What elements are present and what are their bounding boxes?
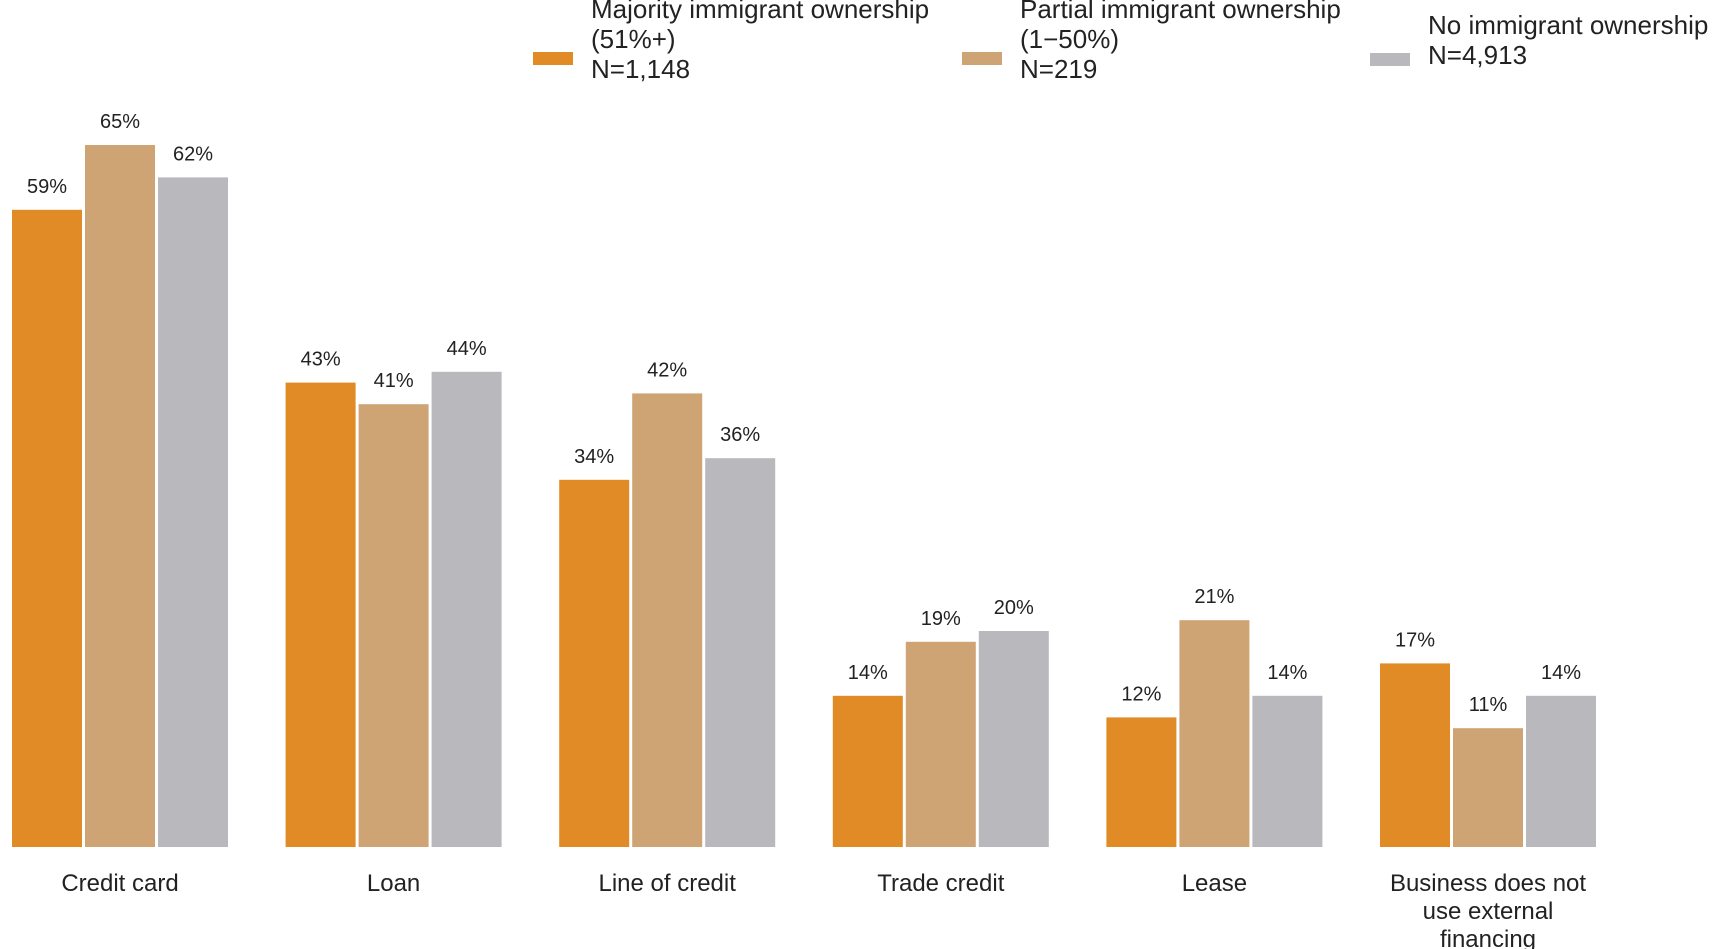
data-label: 11% <box>1469 694 1508 716</box>
bar-series-3-category-3 <box>705 458 776 847</box>
category-label: use external <box>1423 898 1554 925</box>
bar-series-2-category-1 <box>85 145 155 847</box>
bar-area: 59% 43% 34% 14% 12% 17% 65% 41% 42% 19% 21% 11% 62% 4… <box>12 111 1596 848</box>
data-label: 43% <box>301 349 341 371</box>
bar-series-3-category-2 <box>431 371 502 847</box>
bar-series-2-category-2 <box>358 404 429 847</box>
bar-series-1-category-2 <box>285 382 356 847</box>
legend-label-2: Partial immigrant ownership <box>1020 0 1341 24</box>
legend-swatch-1 <box>533 52 573 65</box>
category-label: Trade credit <box>877 870 1004 897</box>
legend-label-3: No immigrant ownership <box>1428 10 1708 40</box>
legend-swatch-2 <box>962 52 1002 65</box>
data-label: 44% <box>447 338 487 360</box>
bar-series-1-category-6 <box>1380 663 1450 847</box>
bar-series-2-category-5 <box>1179 620 1250 847</box>
data-label: 14% <box>1541 662 1581 684</box>
legend-label-1: Majority immigrant ownership <box>591 0 929 24</box>
data-label: 42% <box>647 359 687 381</box>
data-label: 17% <box>1395 629 1435 651</box>
data-label: 36% <box>720 424 760 446</box>
bar-series-2-category-4 <box>905 641 976 847</box>
legend-label-3: N=4,913 <box>1428 40 1527 70</box>
data-label: 62% <box>173 143 213 165</box>
x-axis-labels: Credit card Loan Line of credit Trade credi… <box>61 870 1586 949</box>
data-label: 21% <box>1194 586 1234 608</box>
data-label: 65% <box>100 111 140 133</box>
bar-series-3-category-1 <box>158 177 228 847</box>
legend-label-2: (1−50%) <box>1020 24 1119 54</box>
data-label: 41% <box>374 370 414 392</box>
category-label: Line of credit <box>598 870 736 897</box>
legend-label-2: N=219 <box>1020 54 1097 84</box>
bar-series-2-category-6 <box>1453 728 1523 847</box>
category-label: Lease <box>1182 870 1247 897</box>
data-label: 12% <box>1121 683 1161 705</box>
data-label: 14% <box>848 662 888 684</box>
bar-series-1-category-1 <box>12 209 82 848</box>
bar-series-1-category-3 <box>559 479 630 847</box>
legend-swatch-3 <box>1370 53 1410 66</box>
legend-label-1: N=1,148 <box>591 54 690 84</box>
bar-series-3-category-6 <box>1526 695 1596 847</box>
bar-series-1-category-4 <box>832 695 903 847</box>
bar-series-3-category-4 <box>978 631 1049 847</box>
bar-series-3-category-5 <box>1252 695 1323 847</box>
data-label: 59% <box>27 176 67 198</box>
legend-label-1: (51%+) <box>591 24 676 54</box>
data-label: 19% <box>921 608 961 630</box>
data-label: 14% <box>1267 662 1307 684</box>
category-label: Loan <box>367 870 420 897</box>
chart-legend: Majority immigrant ownership(51%+)N=1,14… <box>533 0 1708 84</box>
bar-series-2-category-3 <box>632 393 703 847</box>
category-label: Credit card <box>61 870 178 897</box>
bar-series-1-category-5 <box>1106 717 1177 847</box>
data-label: 20% <box>994 597 1034 619</box>
data-label: 34% <box>574 446 614 468</box>
category-label: Business does not <box>1390 870 1586 897</box>
category-label: financing <box>1440 926 1536 949</box>
